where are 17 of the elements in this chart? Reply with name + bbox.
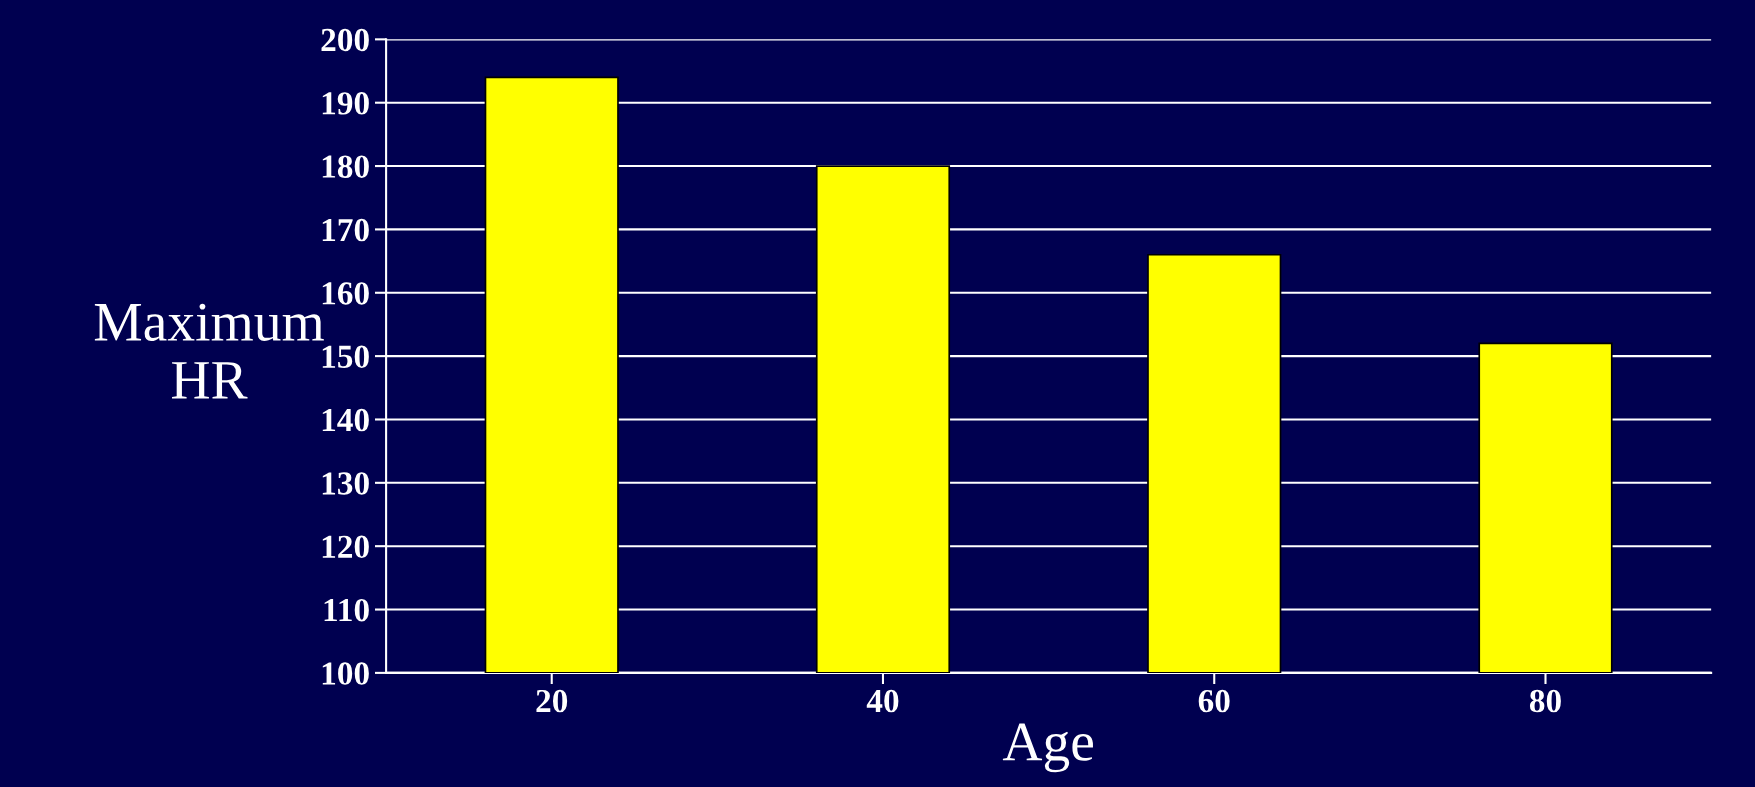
y-tick-label: 110 bbox=[324, 598, 369, 622]
y-tick-label: 180 bbox=[322, 155, 369, 178]
y-tick-label: 160 bbox=[322, 282, 369, 305]
x-tick-label: 20 bbox=[536, 689, 568, 713]
y-tick-label: 100 bbox=[322, 662, 369, 685]
y-tick-label: 170 bbox=[322, 218, 369, 242]
y-tick-label: 150 bbox=[322, 345, 369, 369]
y-axis-title: Maximum HR bbox=[94, 303, 324, 399]
y-tick-label: 200 bbox=[321, 28, 369, 52]
y-tick-label: 190 bbox=[322, 92, 369, 115]
y-tick-label: 140 bbox=[322, 408, 369, 432]
x-tick-label: 40 bbox=[866, 689, 899, 713]
x-tick-label: 60 bbox=[1198, 689, 1230, 713]
y-tick-label: 130 bbox=[322, 472, 369, 495]
x-axis-title: Age bbox=[1002, 723, 1093, 773]
x-tick-label: 80 bbox=[1529, 689, 1561, 713]
y-tick-label: 120 bbox=[322, 535, 369, 559]
